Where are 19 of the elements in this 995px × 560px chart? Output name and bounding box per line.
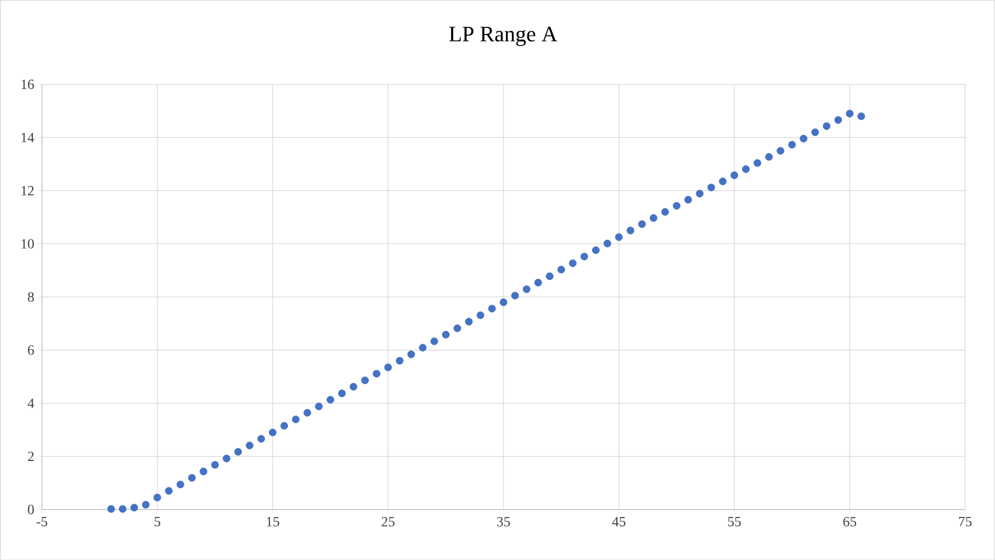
y-tick-label: 14 bbox=[22, 132, 34, 142]
y-tick-label: 0 bbox=[28, 504, 34, 514]
y-tick-label: 6 bbox=[28, 345, 34, 355]
chart-title: LP Range A bbox=[449, 26, 558, 46]
y-tick-label: 4 bbox=[28, 398, 34, 408]
x-tick-label: 65 bbox=[843, 516, 856, 526]
x-tick-label: 25 bbox=[382, 516, 395, 526]
x-tick-label: 45 bbox=[612, 516, 626, 526]
y-tick-label: 8 bbox=[28, 292, 34, 302]
x-tick-label: 5 bbox=[154, 516, 160, 526]
x-tick-label: -5 bbox=[36, 516, 48, 526]
y-tick-label: 12 bbox=[22, 186, 34, 196]
y-tick-label: 16 bbox=[22, 79, 34, 89]
x-tick-label: 15 bbox=[266, 516, 280, 526]
y-tick-label: 2 bbox=[28, 452, 34, 461]
x-tick-label: 55 bbox=[728, 516, 741, 526]
x-tick-label: 35 bbox=[497, 516, 510, 526]
x-tick-label: 75 bbox=[959, 516, 972, 526]
y-tick-label: 10 bbox=[22, 238, 34, 248]
